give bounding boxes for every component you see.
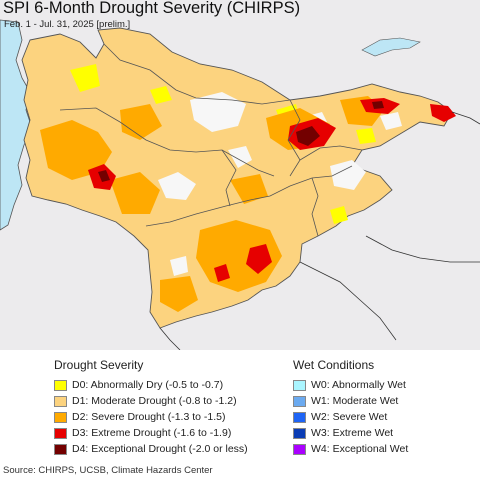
legend-label-d2: D2: Severe Drought (-1.3 to -1.5) bbox=[72, 411, 226, 423]
legend-swatch-w1 bbox=[293, 395, 306, 407]
map-canvas bbox=[0, 0, 480, 350]
drought-legend-heading: Drought Severity bbox=[54, 358, 144, 372]
legend-swatch-d4 bbox=[54, 443, 67, 455]
legend-item-w0: W0: Abnormally Wet bbox=[293, 377, 408, 393]
legend-label-d0: D0: Abnormally Dry (-0.5 to -0.7) bbox=[72, 379, 224, 391]
legend-label-w4: W4: Exceptional Wet bbox=[311, 443, 409, 455]
map-title: SPI 6-Month Drought Severity (CHIRPS) bbox=[3, 0, 301, 17]
legend: Drought Severity D0: Abnormally Dry (-0.… bbox=[0, 350, 480, 464]
legend-swatch-d3 bbox=[54, 427, 67, 439]
drought-legend: Drought Severity D0: Abnormally Dry (-0.… bbox=[54, 358, 248, 457]
d4-patches bbox=[98, 101, 384, 182]
legend-label-d3: D3: Extreme Drought (-1.6 to -1.9) bbox=[72, 427, 232, 439]
legend-swatch-d0 bbox=[54, 379, 67, 391]
legend-item-d1: D1: Moderate Drought (-0.8 to -1.2) bbox=[54, 393, 248, 409]
legend-item-w4: W4: Exceptional Wet bbox=[293, 441, 408, 457]
legend-label-w2: W2: Severe Wet bbox=[311, 411, 388, 423]
legend-swatch-w3 bbox=[293, 427, 306, 439]
legend-item-d4: D4: Exceptional Drought (-2.0 or less) bbox=[54, 441, 248, 457]
source-credit: Source: CHIRPS, UCSB, Climate Hazards Ce… bbox=[3, 465, 213, 476]
drought-map: SPI 6-Month Drought Severity (CHIRPS) Fe… bbox=[0, 0, 480, 350]
legend-item-d3: D3: Extreme Drought (-1.6 to -1.9) bbox=[54, 425, 248, 441]
country-borders bbox=[59, 43, 363, 237]
legend-label-d1: D1: Moderate Drought (-0.8 to -1.2) bbox=[72, 395, 237, 407]
lake-balkhash bbox=[361, 37, 421, 57]
legend-item-d0: D0: Abnormally Dry (-0.5 to -0.7) bbox=[54, 377, 248, 393]
legend-label-w3: W3: Extreme Wet bbox=[311, 427, 394, 439]
legend-item-w1: W1: Moderate Wet bbox=[293, 393, 408, 409]
legend-label-w1: W1: Moderate Wet bbox=[311, 395, 399, 407]
wet-legend-heading: Wet Conditions bbox=[293, 358, 375, 372]
legend-swatch-d2 bbox=[54, 411, 67, 423]
legend-item-w2: W2: Severe Wet bbox=[293, 409, 408, 425]
wet-legend: Wet Conditions W0: Abnormally Wet W1: Mo… bbox=[293, 358, 408, 457]
legend-swatch-w0 bbox=[293, 379, 306, 391]
legend-item-d2: D2: Severe Drought (-1.3 to -1.5) bbox=[54, 409, 248, 425]
neighbour-borders bbox=[159, 111, 480, 350]
legend-swatch-w4 bbox=[293, 443, 306, 455]
legend-swatch-d1 bbox=[54, 395, 67, 407]
legend-swatch-w2 bbox=[293, 411, 306, 423]
legend-label-d4: D4: Exceptional Drought (-2.0 or less) bbox=[72, 443, 248, 455]
legend-item-w3: W3: Extreme Wet bbox=[293, 425, 408, 441]
legend-label-w0: W0: Abnormally Wet bbox=[311, 379, 406, 391]
map-period: Feb. 1 - Jul. 31, 2025 [prelim.] bbox=[4, 19, 131, 30]
